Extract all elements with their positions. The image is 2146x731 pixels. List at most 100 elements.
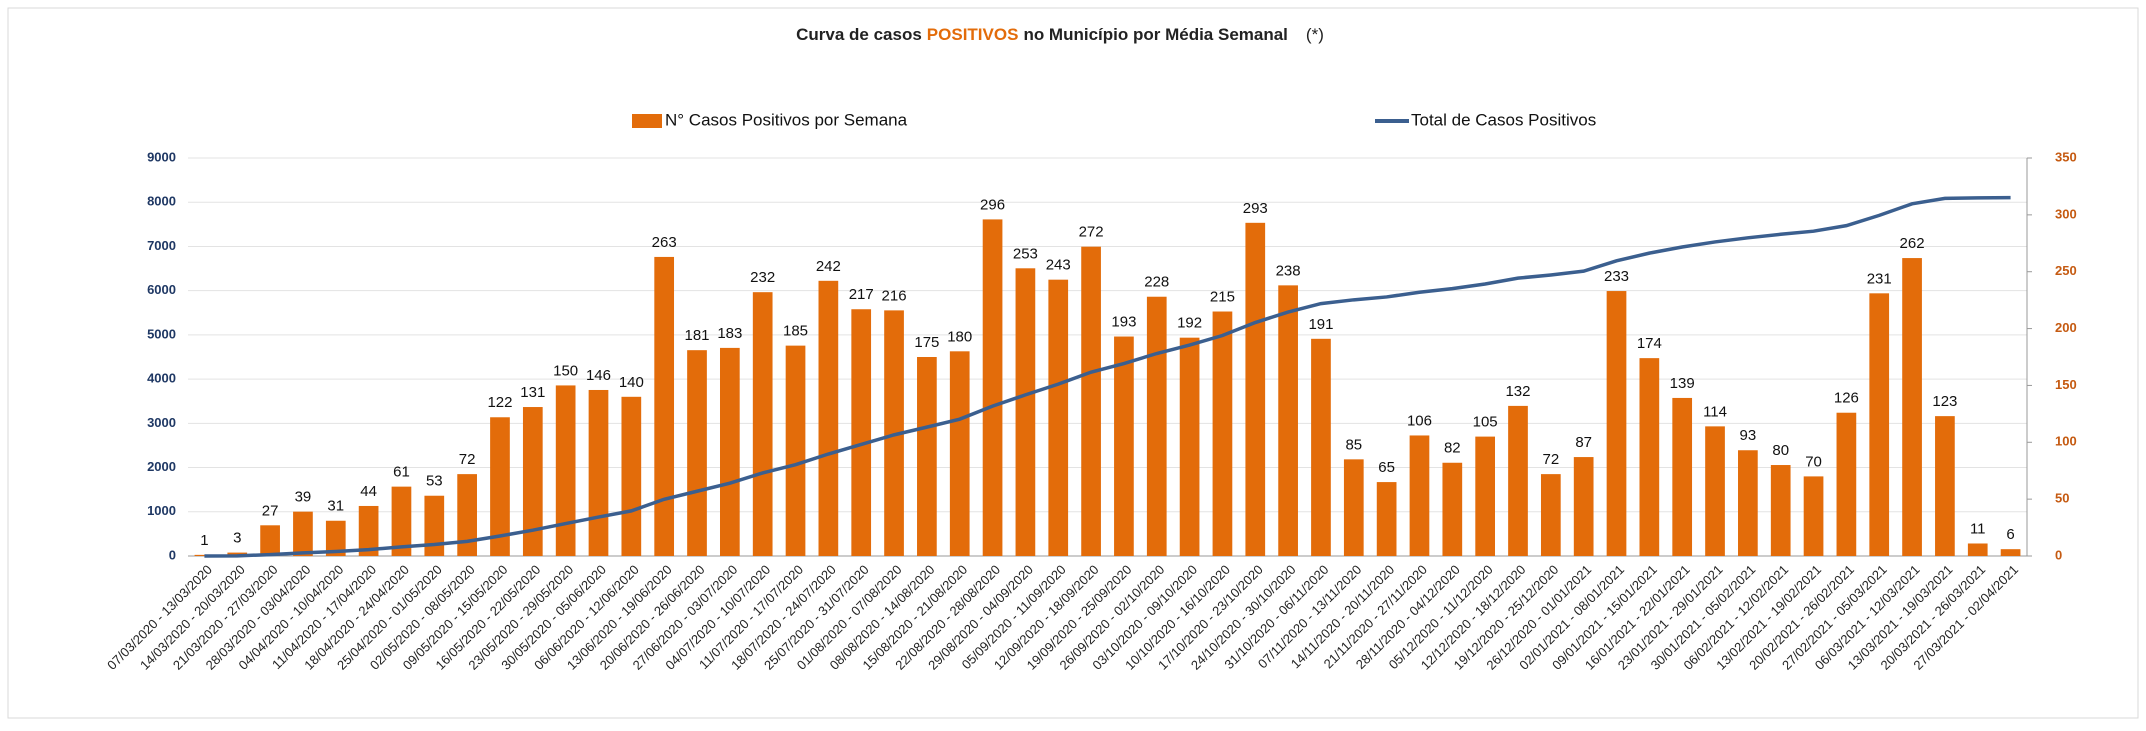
data-label: 106	[1407, 412, 1432, 429]
bar	[260, 525, 280, 556]
data-label: 243	[1046, 257, 1071, 274]
data-label: 183	[717, 325, 742, 342]
y-tick-label: 0	[169, 547, 176, 562]
data-label: 1	[200, 532, 208, 549]
data-label: 216	[882, 287, 907, 304]
data-label: 82	[1444, 440, 1461, 457]
data-label: 191	[1308, 316, 1333, 333]
bar	[1343, 459, 1364, 556]
bar	[1508, 405, 1528, 556]
bar	[949, 351, 970, 556]
bar	[785, 345, 806, 556]
bar	[457, 474, 477, 556]
data-label: 192	[1177, 315, 1202, 332]
legend-label: Total de Casos Positivos	[1411, 110, 1596, 129]
bar	[621, 396, 642, 556]
data-label: 293	[1243, 200, 1268, 217]
bar	[1738, 450, 1758, 556]
bar	[654, 256, 675, 556]
y-tick-label: 3000	[147, 415, 176, 430]
bar	[752, 292, 773, 556]
bar	[1869, 293, 1890, 556]
data-label: 87	[1575, 434, 1592, 451]
chart-title: Curva de casos POSITIVOS no Município por …	[796, 25, 1324, 44]
data-label: 228	[1144, 274, 1169, 291]
data-label: 85	[1345, 436, 1362, 453]
data-label: 70	[1805, 453, 1822, 470]
title-part: no Município por Média Semanal	[1023, 25, 1287, 44]
bar	[1442, 462, 1463, 556]
data-label: 31	[327, 498, 344, 515]
bar	[1146, 296, 1167, 556]
data-label: 215	[1210, 288, 1235, 305]
title-part: Curva de casos	[796, 25, 922, 44]
data-label: 27	[262, 502, 279, 519]
data-label: 122	[487, 394, 512, 411]
y2-tick-label: 300	[2055, 206, 2077, 221]
data-label: 242	[816, 258, 841, 275]
bar	[424, 495, 445, 556]
legend-label: N° Casos Positivos por Semana	[665, 110, 908, 129]
data-label: 105	[1473, 414, 1498, 431]
legend-swatch	[632, 114, 662, 128]
y-tick-label: 1000	[147, 503, 176, 518]
data-label: 3	[233, 530, 241, 547]
y2-tick-label: 150	[2055, 377, 2077, 392]
bar	[982, 219, 1003, 557]
y2-tick-label: 350	[2055, 149, 2077, 164]
data-label: 263	[652, 234, 677, 251]
y-tick-label: 5000	[147, 326, 176, 341]
title-highlight: POSITIVOS	[927, 25, 1019, 44]
bar	[325, 520, 346, 556]
bar	[1836, 412, 1857, 556]
bar	[1081, 246, 1101, 556]
data-label: 114	[1703, 403, 1727, 420]
data-label: 232	[750, 269, 775, 286]
bar	[687, 350, 707, 556]
bar	[1540, 474, 1561, 556]
data-label: 185	[783, 323, 808, 340]
line	[204, 195, 2011, 558]
bar	[1803, 476, 1824, 556]
bar	[818, 280, 839, 556]
chart-frame	[7, 7, 2139, 719]
data-label: 131	[520, 384, 545, 401]
bar	[1672, 397, 1693, 556]
bar	[1015, 268, 1036, 556]
bar	[2000, 549, 2021, 556]
y-tick-label: 9000	[147, 149, 176, 164]
y-tick-label: 2000	[147, 459, 176, 474]
bar	[1606, 291, 1627, 556]
data-label: 39	[295, 489, 312, 506]
data-label: 44	[360, 483, 377, 500]
y2-tick-label: 250	[2055, 263, 2077, 278]
data-label: 11	[1970, 520, 1986, 537]
data-label: 132	[1505, 383, 1530, 400]
data-label: 53	[426, 473, 443, 490]
bar	[358, 505, 379, 556]
data-label: 126	[1834, 390, 1859, 407]
bar	[1212, 311, 1233, 556]
data-label: 272	[1079, 224, 1104, 241]
data-label: 231	[1867, 270, 1892, 287]
y-tick-label: 8000	[147, 194, 176, 209]
data-label: 61	[393, 464, 410, 481]
data-label: 80	[1772, 442, 1789, 459]
y-tick-label: 7000	[147, 238, 176, 253]
data-label: 296	[980, 196, 1005, 213]
data-label: 253	[1013, 245, 1038, 262]
data-label: 72	[459, 451, 476, 468]
data-label: 175	[914, 334, 939, 351]
bar	[588, 389, 609, 556]
y-tick-label: 4000	[147, 371, 176, 386]
bar	[1278, 285, 1298, 556]
bar	[391, 486, 412, 556]
bar	[1114, 336, 1134, 556]
data-label: 65	[1378, 459, 1395, 476]
data-label: 233	[1604, 268, 1629, 285]
bar	[1935, 416, 1955, 556]
bar	[917, 357, 937, 556]
bar	[1902, 258, 1922, 556]
bar	[1770, 465, 1791, 556]
